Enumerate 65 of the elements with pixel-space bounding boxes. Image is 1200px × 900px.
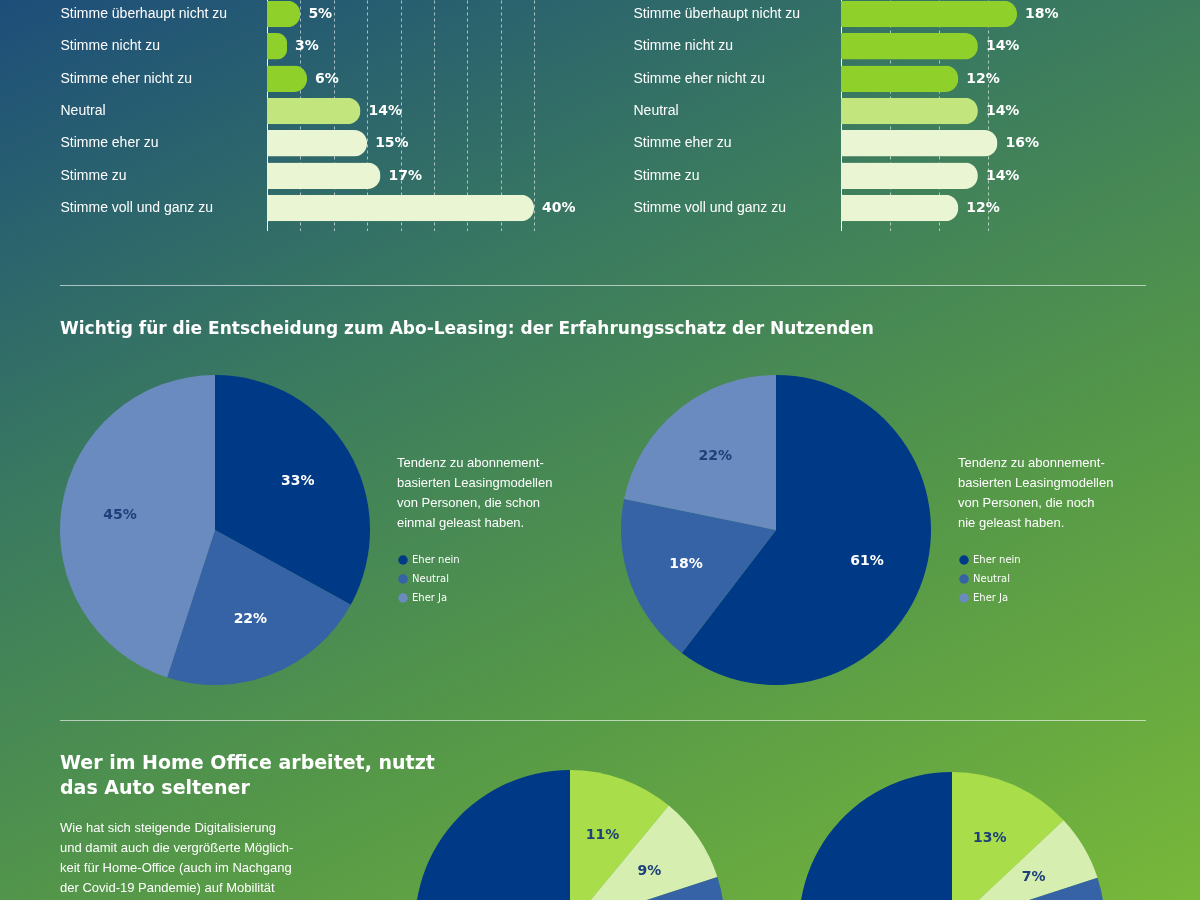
data-label: 12% [966, 199, 1000, 216]
y-tick-label: Stimme voll und ganz zu [60, 199, 214, 216]
y-tick-label: Stimme nicht zu [60, 37, 161, 54]
pie-slice [215, 375, 370, 605]
y-tick-label: Stimme voll und ganz zu [633, 199, 787, 216]
y-tick-label: Stimme überhaupt nicht zu [633, 4, 801, 21]
text: Tendenz zu abonnement- basierten Leasingmodellen von Personen, die noch nie geleast haben. [958, 454, 1114, 532]
y-tick-label: Stimme eher zu [633, 134, 732, 151]
pie-slice [621, 498, 776, 654]
data-label: 18% [669, 554, 703, 571]
legend-label: Neutral [973, 573, 1010, 584]
data-label: 14% [368, 102, 402, 118]
text: Wer im Home Office arbeitet, nutzt das Auto seltener [60, 750, 435, 800]
text: Wie hat sich steigende Digitalisierung und damit auch die vergrößerte Möglich- keit für Home-Office (auch im Nachgang der Covid-19 Pandemie) auf Mobilität [60, 819, 294, 897]
legend-label: Eher Ja [412, 592, 448, 603]
bar [267, 194, 534, 222]
data-label: 61% [850, 551, 884, 568]
data-label: 33% [280, 472, 315, 489]
bar [267, 130, 368, 157]
data-label: 14% [985, 102, 1020, 118]
bar [841, 33, 978, 60]
data-label: 18% [1025, 4, 1059, 21]
data-label: 9% [637, 861, 662, 878]
data-label: 5% [308, 4, 333, 21]
bar [267, 97, 361, 125]
bar [267, 162, 381, 189]
data-label: 45% [103, 505, 137, 522]
legend-label: Neutral [412, 573, 449, 584]
data-label: 16% [1005, 134, 1039, 151]
data-label: 11% [585, 825, 620, 842]
data-label: 22% [698, 446, 733, 463]
pie-slice [167, 530, 351, 685]
legend-label: Eher nein [412, 554, 460, 565]
data-label: 40% [542, 199, 576, 216]
legend-label: Eher Ja [973, 592, 1009, 603]
legend-label: Eher nein [973, 554, 1021, 565]
data-label: 22% [233, 610, 268, 627]
y-tick-label: Stimme eher zu [60, 134, 159, 151]
y-tick-label: Stimme eher nicht zu [633, 69, 765, 86]
data-label: 14% [985, 166, 1020, 183]
pie-slice [60, 375, 215, 678]
y-tick-label: Stimme nicht zu [633, 37, 734, 54]
pie-slice [624, 375, 776, 530]
data-label: 13% [972, 828, 1007, 845]
data-label: 3% [295, 37, 319, 54]
chart-title: Wichtig für die Entscheidung zum Abo-Leasing: der Erfahrungsschatz der Nutzenden [60, 317, 874, 340]
data-label: 15% [375, 134, 409, 151]
bar [841, 194, 959, 222]
y-tick-label: Stimme eher nicht zu [60, 69, 192, 86]
bar [841, 65, 959, 92]
bar [841, 162, 978, 189]
data-label: 12% [966, 69, 1000, 86]
data-label: 6% [315, 69, 339, 86]
y-tick-label: Neutral [633, 102, 679, 118]
bar [841, 97, 978, 125]
y-tick-label: Stimme zu [633, 166, 700, 183]
data-label: 14% [985, 37, 1020, 54]
bar [841, 0, 1017, 28]
y-tick-label: Stimme zu [60, 166, 127, 183]
text: Tendenz zu abonnement- basierten Leasingmodellen von Personen, die schon einmal geleast haben. [397, 454, 553, 532]
y-tick-label: Stimme überhaupt nicht zu [60, 4, 228, 21]
bar [841, 130, 998, 157]
data-label: 7% [1021, 867, 1046, 884]
data-label: 17% [388, 166, 422, 183]
y-tick-label: Neutral [60, 102, 106, 118]
